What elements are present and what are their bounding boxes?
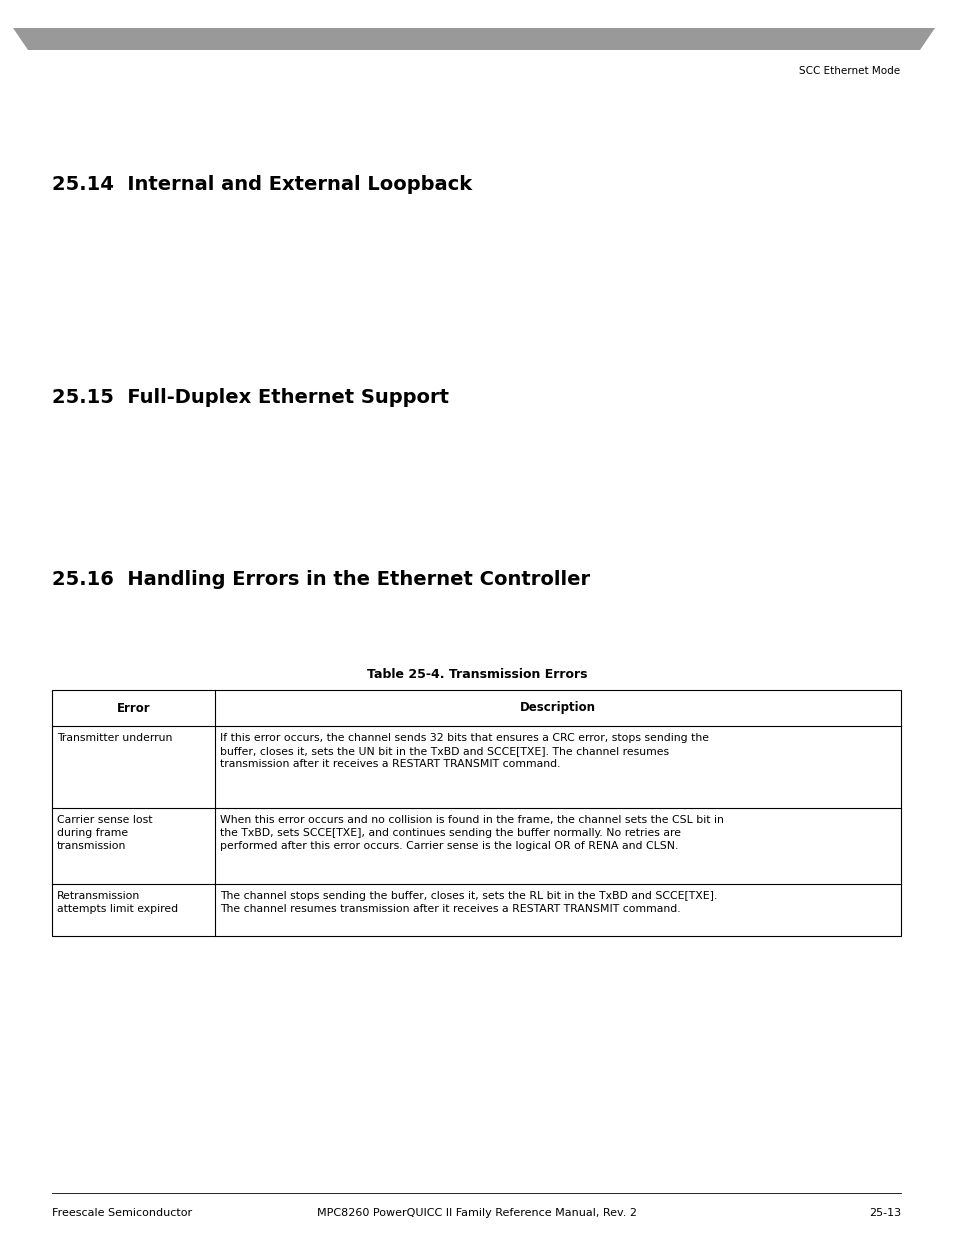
Text: 25.16  Handling Errors in the Ethernet Controller: 25.16 Handling Errors in the Ethernet Co…	[52, 571, 590, 589]
Text: MPC8260 PowerQUICC II Family Reference Manual, Rev. 2: MPC8260 PowerQUICC II Family Reference M…	[316, 1208, 637, 1218]
Text: 25.15  Full-Duplex Ethernet Support: 25.15 Full-Duplex Ethernet Support	[52, 388, 449, 408]
Text: If this error occurs, the channel sends 32 bits that ensures a CRC error, stops : If this error occurs, the channel sends …	[220, 734, 708, 769]
Text: SCC Ethernet Mode: SCC Ethernet Mode	[798, 65, 899, 77]
Text: Retransmission
attempts limit expired: Retransmission attempts limit expired	[57, 890, 178, 914]
Text: The channel stops sending the buffer, closes it, sets the RL bit in the TxBD and: The channel stops sending the buffer, cl…	[220, 890, 717, 914]
Text: Table 25-4. Transmission Errors: Table 25-4. Transmission Errors	[366, 668, 587, 680]
Text: Transmitter underrun: Transmitter underrun	[57, 734, 172, 743]
Text: 25.14  Internal and External Loopback: 25.14 Internal and External Loopback	[52, 175, 472, 194]
Text: When this error occurs and no collision is found in the frame, the channel sets : When this error occurs and no collision …	[220, 815, 723, 851]
Bar	[52, 690, 900, 936]
Text: 25-13: 25-13	[868, 1208, 900, 1218]
Text: Freescale Semiconductor: Freescale Semiconductor	[52, 1208, 192, 1218]
Text: Error: Error	[116, 701, 151, 715]
Text: Description: Description	[519, 701, 596, 715]
Polygon shape	[13, 28, 934, 49]
Text: Carrier sense lost
during frame
transmission: Carrier sense lost during frame transmis…	[57, 815, 152, 851]
